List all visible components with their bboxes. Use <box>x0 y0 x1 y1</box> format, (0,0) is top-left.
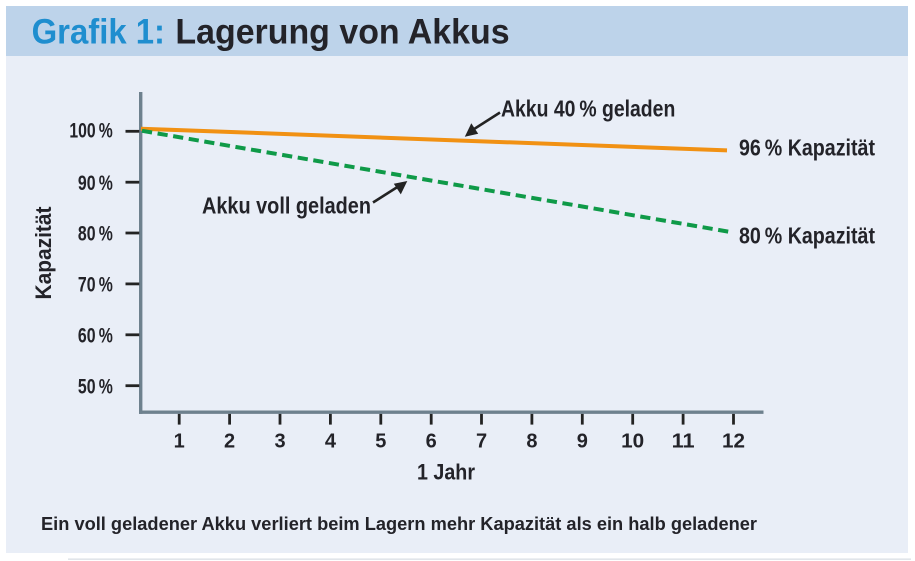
svg-text:5: 5 <box>375 431 386 453</box>
svg-text:Kapazität: Kapazität <box>31 206 56 300</box>
svg-text:50 %: 50 % <box>78 375 113 398</box>
svg-text:Grafik 1:: Grafik 1: <box>32 13 165 52</box>
svg-text:100 %: 100 % <box>69 120 113 143</box>
svg-text:96 % Kapazität: 96 % Kapazität <box>739 135 875 161</box>
svg-text:1 Jahr: 1 Jahr <box>417 459 475 484</box>
svg-text:8: 8 <box>526 431 537 453</box>
svg-text:11: 11 <box>672 431 695 453</box>
svg-text:80 % Kapazität: 80 % Kapazität <box>739 222 875 248</box>
svg-text:Ein voll geladener Akku verlie: Ein voll geladener Akku verliert beim La… <box>41 514 757 534</box>
svg-text:1: 1 <box>174 431 185 453</box>
svg-text:3: 3 <box>274 431 285 453</box>
svg-text:90 %: 90 % <box>78 172 113 195</box>
svg-text:80 %: 80 % <box>78 223 113 246</box>
svg-text:6: 6 <box>426 431 437 453</box>
svg-text:9: 9 <box>577 431 588 453</box>
svg-text:Akku 40 % geladen: Akku 40 % geladen <box>501 96 675 122</box>
svg-text:60 %: 60 % <box>78 324 113 347</box>
svg-text:7: 7 <box>476 431 487 453</box>
svg-text:Akku voll geladen: Akku voll geladen <box>202 193 371 219</box>
svg-text:10: 10 <box>621 431 644 453</box>
svg-text:70 %: 70 % <box>78 274 113 297</box>
svg-text:2: 2 <box>224 431 235 453</box>
svg-text:4: 4 <box>325 431 337 453</box>
svg-text:Lagerung von Akkus: Lagerung von Akkus <box>175 13 509 52</box>
svg-text:12: 12 <box>722 431 745 453</box>
